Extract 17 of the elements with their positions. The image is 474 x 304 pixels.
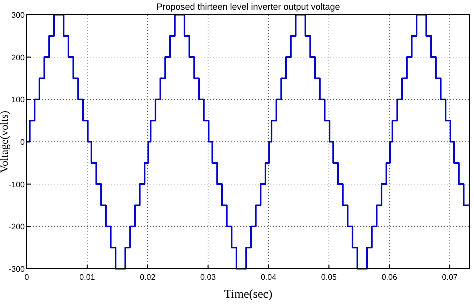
y-tick-label: -100 — [8, 180, 26, 190]
x-tick-label: 0.03 — [200, 273, 217, 282]
y-tick-label: -300 — [8, 265, 26, 274]
y-tick-label: -200 — [8, 222, 26, 232]
x-tick-label: 0.04 — [260, 273, 278, 282]
x-tick-label: 0.01 — [80, 273, 96, 282]
y-tick-label: 0 — [20, 138, 26, 147]
chart-title: Proposed thirteen level inverter output voltage — [156, 2, 340, 12]
y-tick-label: 100 — [12, 96, 26, 105]
x-tick-label: 0.05 — [321, 273, 338, 282]
y-tick-label: 300 — [12, 11, 26, 20]
y-axis-title: Voltage(volts) — [0, 110, 11, 174]
x-tick-label: 0.07 — [442, 273, 458, 282]
x-tick-label: 0.02 — [140, 273, 156, 282]
x-axis-title: Time(sec) — [224, 287, 273, 301]
x-tick-label: 0.06 — [382, 273, 398, 282]
y-tick-label: 200 — [12, 53, 26, 62]
